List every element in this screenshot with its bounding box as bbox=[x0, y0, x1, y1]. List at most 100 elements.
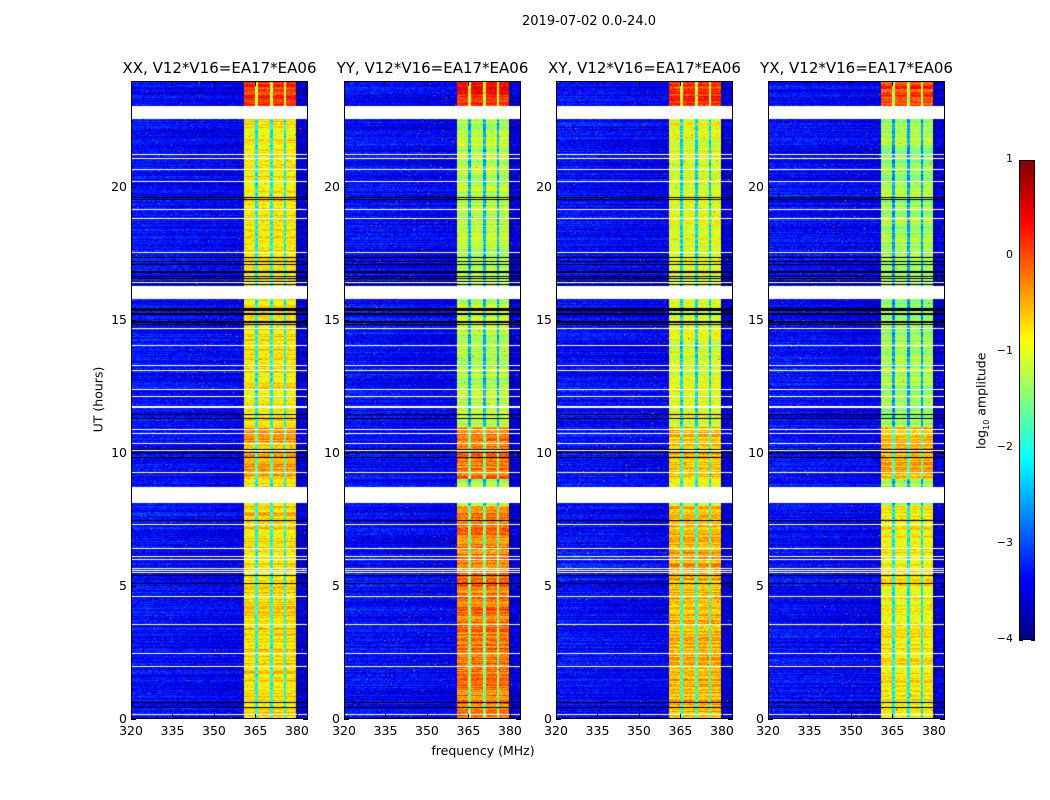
x-tick bbox=[385, 81, 387, 86]
y-tick bbox=[556, 453, 561, 455]
colorbar-tick bbox=[1019, 640, 1023, 641]
y-tick-label: 0 bbox=[756, 711, 764, 726]
x-tick bbox=[213, 81, 215, 86]
x-tick bbox=[768, 714, 769, 719]
panel-title: XY, V12*V16=EA17*EA06 bbox=[548, 59, 741, 77]
y-tick-label: 15 bbox=[536, 312, 552, 328]
y-tick-label: 20 bbox=[536, 179, 552, 195]
colorbar bbox=[1019, 160, 1035, 640]
x-tick-label: 335 bbox=[797, 723, 822, 738]
y-tick bbox=[131, 187, 136, 189]
spectrogram-axes bbox=[556, 81, 733, 719]
spectrogram-axes bbox=[131, 81, 308, 719]
y-tick bbox=[516, 453, 521, 455]
panel-title: XX, V12*V16=EA17*EA06 bbox=[122, 59, 317, 77]
y-tick bbox=[728, 719, 733, 720]
y-tick-label: 0 bbox=[332, 711, 340, 726]
colorbar-tick-label: −2 bbox=[996, 440, 1013, 453]
x-tick bbox=[809, 81, 811, 86]
spectrogram-heatmap bbox=[132, 82, 307, 718]
x-tick bbox=[509, 714, 511, 719]
y-tick bbox=[556, 320, 561, 322]
x-tick-label: 335 bbox=[160, 723, 185, 738]
y-tick-label: 10 bbox=[536, 445, 552, 461]
x-tick bbox=[172, 714, 174, 719]
x-tick bbox=[597, 81, 599, 86]
y-tick bbox=[344, 187, 349, 189]
x-tick bbox=[172, 81, 174, 86]
panel-title: YX, V12*V16=EA17*EA06 bbox=[760, 59, 953, 77]
y-tick bbox=[556, 586, 561, 588]
colorbar-tick bbox=[1031, 640, 1035, 641]
y-tick bbox=[728, 586, 733, 588]
x-tick bbox=[680, 81, 682, 86]
y-tick bbox=[940, 320, 945, 322]
y-tick bbox=[303, 586, 308, 588]
y-tick bbox=[768, 586, 773, 588]
y-tick bbox=[768, 453, 773, 455]
x-tick bbox=[255, 81, 257, 86]
y-axis-label: UT (hours) bbox=[90, 366, 106, 433]
y-tick bbox=[516, 320, 521, 322]
x-tick-label: 335 bbox=[585, 723, 610, 738]
x-tick-label: 380 bbox=[498, 723, 522, 738]
x-tick bbox=[597, 714, 599, 719]
y-tick bbox=[556, 187, 561, 189]
y-tick bbox=[768, 719, 773, 720]
x-tick-label: 350 bbox=[202, 723, 226, 738]
y-tick bbox=[768, 187, 773, 189]
y-tick bbox=[728, 453, 733, 455]
x-tick bbox=[213, 714, 215, 719]
x-tick bbox=[131, 81, 132, 86]
x-tick-label: 365 bbox=[456, 723, 481, 738]
x-tick bbox=[721, 81, 723, 86]
y-tick-label: 5 bbox=[332, 578, 340, 594]
y-tick bbox=[344, 320, 349, 322]
y-tick bbox=[303, 719, 308, 720]
x-tick-label: 335 bbox=[373, 723, 398, 738]
x-tick bbox=[721, 714, 723, 719]
y-tick bbox=[940, 586, 945, 588]
x-axis-label: frequency (MHz) bbox=[431, 743, 535, 758]
colorbar-tick-label: −3 bbox=[996, 536, 1013, 549]
figure-title: 2019-07-02 0.0-24.0 bbox=[522, 14, 656, 29]
x-tick-label: 365 bbox=[243, 723, 268, 738]
x-tick bbox=[344, 81, 345, 86]
y-tick bbox=[940, 719, 945, 720]
colorbar-tick-label: 0 bbox=[1006, 248, 1013, 261]
y-tick bbox=[344, 453, 349, 455]
y-tick-label: 20 bbox=[324, 179, 340, 195]
x-tick-label: 380 bbox=[922, 723, 946, 738]
y-tick bbox=[728, 320, 733, 322]
y-tick bbox=[516, 719, 521, 720]
x-tick bbox=[892, 714, 894, 719]
x-tick bbox=[933, 81, 935, 86]
x-tick bbox=[850, 81, 852, 86]
x-tick bbox=[638, 714, 640, 719]
x-tick-label: 320 bbox=[119, 723, 143, 738]
x-tick bbox=[768, 81, 769, 86]
x-tick bbox=[809, 714, 811, 719]
y-tick-label: 20 bbox=[111, 179, 127, 195]
y-tick-label: 5 bbox=[756, 578, 764, 594]
x-tick-label: 350 bbox=[415, 723, 439, 738]
y-tick bbox=[344, 719, 349, 720]
x-tick bbox=[468, 714, 470, 719]
y-tick-label: 0 bbox=[544, 711, 552, 726]
y-tick bbox=[556, 719, 561, 720]
colorbar-tick-label: 1 bbox=[1006, 152, 1013, 165]
x-tick-label: 320 bbox=[332, 723, 356, 738]
spectrogram-heatmap bbox=[557, 82, 732, 718]
spectrogram-heatmap bbox=[769, 82, 944, 718]
y-tick-label: 20 bbox=[748, 179, 764, 195]
y-tick bbox=[303, 187, 308, 189]
x-tick-label: 350 bbox=[627, 723, 651, 738]
x-tick bbox=[933, 714, 935, 719]
x-tick-label: 365 bbox=[668, 723, 693, 738]
x-tick bbox=[509, 81, 511, 86]
y-tick bbox=[303, 453, 308, 455]
x-tick bbox=[680, 714, 682, 719]
y-tick-label: 15 bbox=[111, 312, 127, 328]
x-tick-label: 320 bbox=[544, 723, 568, 738]
y-tick-label: 0 bbox=[119, 711, 127, 726]
